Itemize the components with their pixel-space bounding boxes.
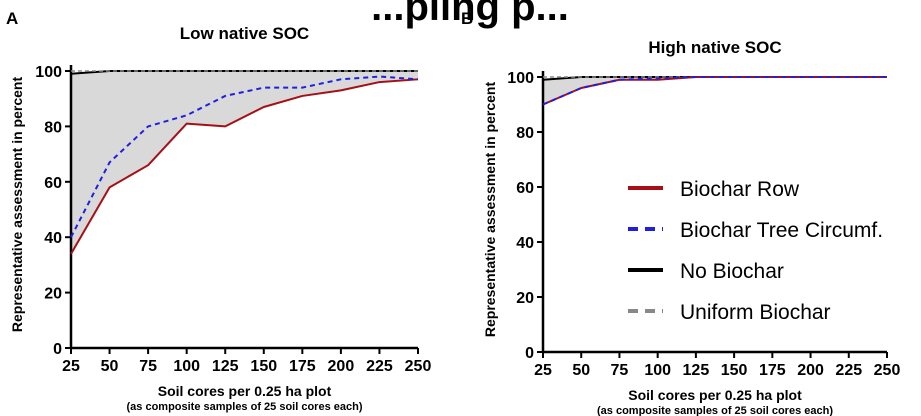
x-axis-label: Soil cores per 0.25 ha plot xyxy=(628,387,802,403)
y-tick-label: 80 xyxy=(44,119,62,136)
x-tick-label: 125 xyxy=(683,362,710,379)
legend-label: Biochar Row xyxy=(680,178,800,201)
x-tick-label: 75 xyxy=(611,362,629,379)
y-axis-label: Representative assessment in percent xyxy=(9,77,25,333)
x-axis-sublabel: (as composite samples of 25 soil cores e… xyxy=(597,405,833,416)
y-tick-label: 60 xyxy=(516,180,534,197)
series-line-biochar-tree xyxy=(70,75,419,238)
x-tick-label: 250 xyxy=(874,362,901,379)
y-tick-label: 0 xyxy=(53,341,62,358)
x-tick-label: 100 xyxy=(173,358,200,375)
x-tick-label: 225 xyxy=(835,362,862,379)
panel-letter: B xyxy=(461,9,473,28)
x-tick-label: 50 xyxy=(572,362,590,379)
x-tick-label: 200 xyxy=(797,362,824,379)
legend-label: No Biochar xyxy=(680,260,784,283)
x-tick-label: 100 xyxy=(644,362,671,379)
y-tick-label: 100 xyxy=(35,64,62,81)
chart-title: Low native SOC xyxy=(180,24,309,43)
panel-a: A Low native SOC 0 20 40 60 80 100 25 50 75 100 125 1… xyxy=(6,9,431,413)
panel-letter: A xyxy=(6,9,18,28)
y-tick-label: 100 xyxy=(507,70,534,87)
x-tick-label: 250 xyxy=(405,358,432,375)
x-tick-label: 200 xyxy=(328,358,355,375)
series-line-biochar-row xyxy=(70,78,419,255)
y-tick-label: 0 xyxy=(525,345,534,362)
x-tick-label: 175 xyxy=(759,362,786,379)
x-tick-label: 50 xyxy=(101,358,119,375)
y-tick-label: 20 xyxy=(516,290,534,307)
y-tick-label: 40 xyxy=(44,230,62,247)
overhead-text: ...pling p... xyxy=(371,0,569,29)
y-axis-label: Representative assessment in percent xyxy=(482,82,498,338)
x-tick-label: 75 xyxy=(139,358,157,375)
y-tick-label: 80 xyxy=(516,125,534,142)
y-tick-label: 40 xyxy=(516,235,534,252)
x-tick-label: 25 xyxy=(534,362,552,379)
x-axis-label: Soil cores per 0.25 ha plot xyxy=(158,383,332,399)
panel-b: B High native SOC 0 20 40 60 80 100 25 50 75 100 125… xyxy=(461,9,900,416)
x-tick-label: 150 xyxy=(250,358,277,375)
x-tick-label: 175 xyxy=(289,358,316,375)
x-tick-label: 225 xyxy=(366,358,393,375)
chart-title: High native SOC xyxy=(648,38,781,57)
x-tick-label: 125 xyxy=(212,358,239,375)
legend-label: Uniform Biochar xyxy=(680,301,831,324)
y-tick-label: 60 xyxy=(44,175,62,192)
x-axis-sublabel: (as composite samples of 25 soil cores e… xyxy=(127,401,363,413)
legend-label: Biochar Tree Circumf. xyxy=(680,219,883,242)
shaded-region xyxy=(543,77,887,105)
x-tick-label: 25 xyxy=(62,358,80,375)
series-line-biochar-tree xyxy=(542,76,887,106)
shaded-region xyxy=(71,71,418,254)
y-tick-label: 20 xyxy=(44,286,62,303)
x-tick-label: 150 xyxy=(721,362,748,379)
